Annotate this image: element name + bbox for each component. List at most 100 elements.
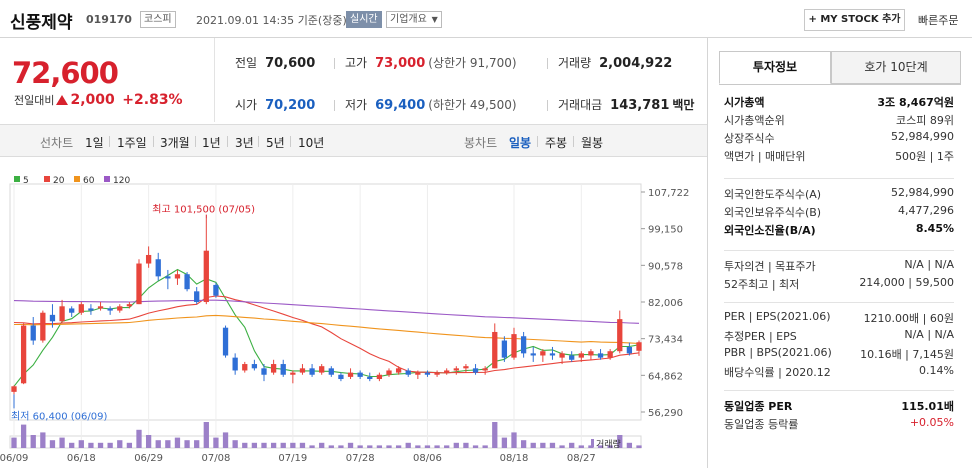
candle-body [146, 255, 151, 264]
quote-volume: 거래량 2,004,922 [558, 54, 672, 71]
tab-1w[interactable]: 1주일 [117, 134, 147, 151]
volume-bar [444, 445, 449, 448]
volume-bar [550, 443, 555, 448]
candle-body [608, 351, 613, 357]
invest-row-label: 동일업종 등락률 [724, 416, 798, 432]
invest-row-value: +0.05% [910, 416, 954, 429]
tab-5y[interactable]: 5년 [266, 134, 285, 151]
candle-body [50, 315, 55, 321]
volume-bar [521, 440, 526, 448]
candle-body [396, 368, 401, 372]
volume-frame [10, 436, 641, 448]
x-tick-label: 06/29 [134, 453, 163, 464]
candle-body [156, 259, 161, 276]
tab-daily[interactable]: 일봉 [509, 134, 531, 151]
tab-10y[interactable]: 10년 [298, 134, 324, 151]
volume-bar [108, 443, 113, 448]
volume-bar [223, 432, 228, 448]
section-divider [724, 390, 954, 391]
candlestick-chart[interactable]: 107,722 99,150 90,578 82,006 73,434 64,862 56,… [0, 168, 707, 468]
tab-1d[interactable]: 1일 [85, 134, 104, 151]
candle-body [386, 370, 391, 374]
company-name: 신풍제약 [10, 8, 73, 33]
invest-row-label: 시가총액 [724, 94, 764, 110]
volume-bar [425, 445, 430, 448]
invest-row: 시가총액 3조 8,467억원 [724, 94, 954, 110]
candle-body [98, 306, 103, 308]
stock-code: 019170 [86, 13, 132, 26]
current-price-box: 72,600 전일대비 2,000 +2.83% [0, 38, 215, 122]
volume-bar [261, 443, 266, 448]
legend-label: 120 [113, 176, 130, 186]
invest-row: 52주최고 | 최저 214,000 | 59,500 [724, 276, 954, 292]
candle-body [598, 353, 603, 357]
volume-label: 거래량 [596, 438, 621, 450]
tab-3y[interactable]: 3년 [235, 134, 254, 151]
candle-body [579, 353, 584, 357]
candle-body [406, 370, 411, 374]
candle-body [502, 341, 507, 358]
volume-bar [348, 443, 353, 448]
volume-bar [194, 440, 199, 448]
volume-bar [473, 445, 478, 448]
invest-row-label: 외국인소진율(B/A) [724, 222, 816, 238]
invest-row: 외국인한도주식수(A) 52,984,990 [724, 186, 954, 202]
invest-row-label: 추정PER | EPS [724, 328, 797, 344]
volume-bar [531, 443, 536, 448]
y-tick-label: 73,434 [648, 335, 683, 346]
volume-bar [11, 438, 16, 448]
candle-body [300, 368, 305, 372]
x-tick-label: 08/27 [567, 453, 596, 464]
add-mystock-button[interactable]: + MY STOCK 추가 [804, 9, 905, 31]
quote-prev: 전일 70,600 [235, 54, 315, 71]
volume-bar [386, 445, 391, 448]
datetime: 2021.09.01 14:35 기준(장중) [196, 12, 347, 28]
invest-row-label: PER | EPS(2021.06) [724, 310, 831, 323]
invest-row: 액면가 | 매매단위 500원 | 1주 [724, 148, 954, 164]
candle-body [473, 368, 478, 372]
invest-row-value: 52,984,990 [891, 130, 954, 143]
candle-body [175, 274, 180, 278]
candle-body [136, 264, 141, 305]
tab-monthly[interactable]: 월봉 [581, 134, 603, 151]
quick-order-link[interactable]: 빠른주문 [918, 12, 958, 28]
volume-bar [406, 443, 411, 448]
candle-body [108, 308, 113, 310]
volume-bar [338, 445, 343, 448]
tab-orderbook[interactable]: 호가 10단계 [831, 51, 961, 84]
tab-invest-info[interactable]: 투자정보 [719, 51, 831, 84]
candle-body [194, 291, 199, 302]
tab-1y[interactable]: 1년 [202, 134, 221, 151]
legend-label: 60 [83, 176, 95, 186]
change-percent: +2.83% [122, 92, 182, 108]
candle-body [588, 351, 593, 355]
volume-bar [636, 445, 641, 448]
x-tick-label: 07/08 [202, 453, 231, 464]
current-price: 72,600 [12, 56, 118, 90]
company-overview-dropdown[interactable]: 기업개요 ▼ [386, 11, 442, 28]
quote-open: 시가 70,200 [235, 96, 315, 113]
volume-bar [146, 435, 151, 448]
volume-bar [502, 438, 507, 448]
candle-body [261, 368, 266, 374]
volume-bar [165, 440, 170, 448]
volume-bar [117, 440, 122, 448]
candle-body [79, 304, 84, 313]
invest-row-value: 8.45% [916, 222, 954, 235]
tab-3m[interactable]: 3개월 [160, 134, 190, 151]
tab-weekly[interactable]: 주봉 [545, 134, 567, 151]
invest-row-label: PBR | BPS(2021.06) [724, 346, 832, 359]
candle-body [569, 355, 574, 359]
up-arrow-icon [56, 95, 68, 105]
price-chart[interactable]: 107,722 99,150 90,578 82,006 73,434 64,862 56,… [0, 168, 707, 468]
section-divider [724, 178, 954, 179]
x-tick-label: 07/19 [278, 453, 307, 464]
candle-body [627, 347, 632, 353]
volume-bar [213, 438, 218, 448]
candle-body [127, 304, 132, 306]
realtime-badge[interactable]: 실시간 [346, 11, 382, 28]
volume-bar [233, 440, 238, 448]
volume-bar [136, 430, 141, 448]
candle-body [444, 370, 449, 372]
volume-bar [358, 445, 363, 448]
